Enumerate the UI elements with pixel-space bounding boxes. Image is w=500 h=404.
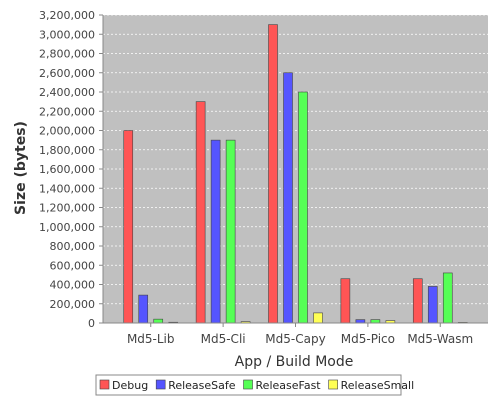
- y-tick-label: 800,000: [50, 240, 96, 253]
- legend-swatch-releasesafe: [155, 379, 166, 390]
- bars-layer: [123, 24, 468, 324]
- y-tick-label: 400,000: [50, 279, 96, 292]
- bar-releasesafe-md5-capy: [283, 72, 293, 324]
- axes-layer: [99, 14, 488, 327]
- legend: Debug ReleaseSafe ReleaseFast ReleaseSmall: [95, 374, 415, 396]
- bar-releasefast-md5-pico: [370, 319, 381, 324]
- x-tick-label: Md5-Cli: [201, 332, 246, 346]
- bar-releasesafe-md5-lib: [138, 294, 149, 324]
- bar-debug-md5-wasm: [412, 278, 423, 324]
- x-tick-label: Md5-Pico: [341, 332, 395, 346]
- legend-label-debug: Debug: [112, 379, 148, 392]
- y-tick-labels: 0 200,000 400,000 600,000 800,000 1,000,000 1,…: [39, 9, 95, 330]
- y-tick-label: 2,000,000: [39, 125, 95, 138]
- x-axis-label: App / Build Mode: [235, 354, 354, 370]
- y-tick-label: 1,000,000: [39, 221, 95, 234]
- legend-swatch-releasefast: [243, 379, 253, 390]
- grid-layer: [103, 14, 488, 305]
- legend-swatch-debug: [99, 379, 110, 390]
- x-tick-label: Md5-Wasm: [407, 332, 473, 346]
- legend-label-releasesafe: ReleaseSafe: [168, 379, 236, 392]
- bar-releasesafe-md5-wasm: [427, 286, 438, 324]
- bar-debug-md5-lib: [123, 130, 134, 324]
- bar-releasesafe-md5-cli: [210, 139, 221, 324]
- y-axis-label: Size (bytes): [13, 121, 29, 215]
- legend-label-releasefast: ReleaseFast: [256, 379, 322, 392]
- y-tick-label: 2,800,000: [39, 48, 95, 61]
- bar-releasefast-md5-wasm: [442, 272, 453, 324]
- y-tick-label: 2,200,000: [39, 105, 95, 118]
- y-tick-label: 2,400,000: [39, 86, 95, 99]
- bar-releasefast-md5-cli: [225, 139, 236, 324]
- bar-releasefast-md5-lib: [153, 318, 164, 324]
- x-tick-label: Md5-Capy: [265, 332, 325, 346]
- y-tick-label: 0: [88, 317, 95, 330]
- x-tick-labels: Md5-Lib Md5-Cli Md5-Capy Md5-Pico Md5-Wasm: [127, 332, 473, 346]
- legend-swatch-releasesmall: [328, 379, 338, 390]
- y-tick-label: 3,200,000: [39, 9, 95, 22]
- y-tick-label: 1,400,000: [39, 182, 95, 195]
- bar-releasefast-md5-capy: [298, 91, 308, 324]
- legend-label-releasesmall: ReleaseSmall: [341, 379, 415, 392]
- y-tick-label: 3,000,000: [39, 28, 95, 41]
- y-tick-label: 200,000: [50, 298, 96, 311]
- y-tick-label: 600,000: [50, 259, 96, 272]
- y-tick-label: 2,600,000: [39, 67, 95, 80]
- bar-debug-md5-pico: [340, 278, 351, 324]
- bar-releasesafe-md5-pico: [355, 319, 366, 324]
- y-tick-label: 1,800,000: [39, 144, 95, 157]
- bar-debug-md5-cli: [195, 101, 206, 324]
- bar-releasesmall-md5-capy: [313, 312, 323, 324]
- y-tick-label: 1,200,000: [39, 202, 95, 215]
- bar-debug-md5-capy: [268, 24, 278, 324]
- x-tick-label: Md5-Lib: [127, 332, 175, 346]
- y-tick-label: 1,600,000: [39, 163, 95, 176]
